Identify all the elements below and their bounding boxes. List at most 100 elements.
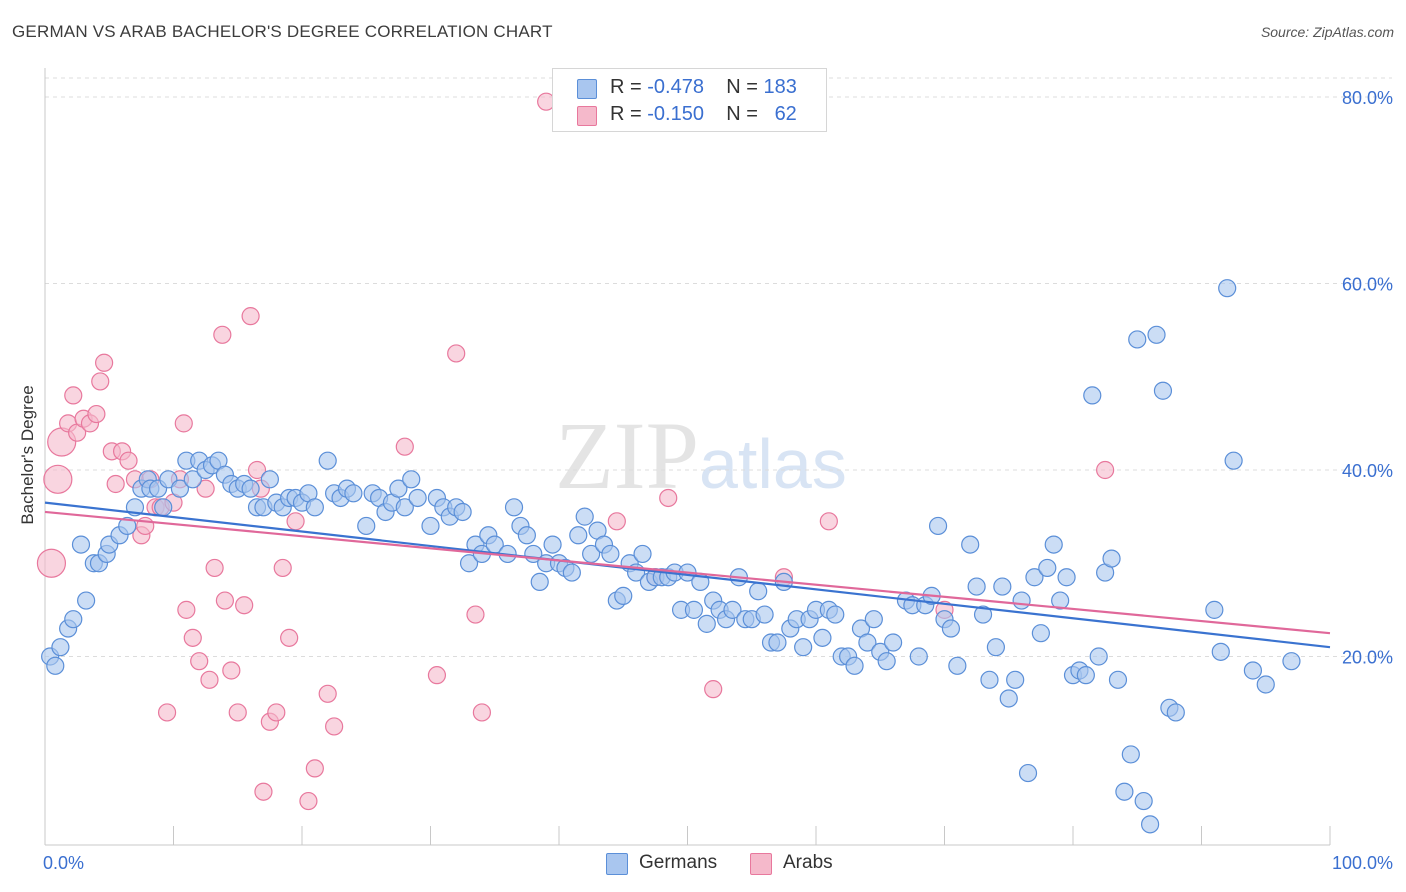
german-point: [1121, 745, 1140, 764]
german-point: [1153, 381, 1173, 400]
arab-point: [1096, 460, 1115, 480]
german-point: [395, 498, 414, 517]
legend: R = -0.478 N = 183 R = -0.150 N = 62: [552, 68, 827, 132]
german-point: [1282, 652, 1301, 671]
german-point: [1044, 535, 1063, 554]
arab-point: [659, 488, 678, 508]
y-tick-label: 40.0%: [1342, 461, 1393, 481]
watermark-atlas: atlas: [699, 425, 847, 503]
german-point: [459, 554, 479, 573]
arab-point: [447, 344, 466, 363]
german-point: [46, 656, 65, 675]
arab-point: [280, 628, 299, 647]
legend-swatch-germans: [577, 79, 597, 99]
german-point: [575, 507, 594, 526]
watermark: ZIPatlas: [555, 400, 847, 511]
german-point: [1140, 815, 1160, 834]
german-point: [1051, 591, 1070, 610]
german-point: [170, 479, 190, 498]
grid-lines: [45, 77, 1392, 657]
german-point: [1102, 549, 1121, 568]
arab-point: [395, 437, 414, 456]
german-point: [877, 652, 896, 671]
arab-point: [196, 479, 215, 498]
arab-point: [183, 628, 202, 647]
german-point: [1166, 703, 1185, 722]
trend-lines: [44, 501, 1331, 649]
bottom-legend-swatch-arabs: [750, 853, 772, 875]
german-point: [601, 544, 620, 564]
arab-point: [318, 684, 337, 703]
german-point: [755, 605, 774, 624]
arab-point: [177, 600, 196, 619]
german-point: [1038, 558, 1057, 578]
german-point: [1134, 791, 1153, 811]
german-point: [421, 516, 440, 536]
arab-point: [95, 353, 114, 372]
arab-point: [190, 652, 209, 671]
german-point: [305, 498, 324, 517]
german-point: [1147, 325, 1166, 344]
arab-point: [472, 703, 491, 722]
legend-r-arabs: -0.150: [647, 103, 704, 125]
german-point: [154, 498, 173, 517]
bottom-legend-label-arabs: Arabs: [783, 852, 833, 873]
german-point: [845, 656, 864, 675]
legend-r-label: R =: [610, 76, 642, 98]
germans-trend-line: [44, 501, 1331, 649]
arab-point: [241, 307, 260, 326]
german-point: [858, 633, 877, 652]
legend-n-germans: 183: [763, 76, 797, 98]
y-tick-label: 20.0%: [1342, 648, 1393, 668]
german-point: [993, 577, 1012, 596]
german-point: [1218, 279, 1237, 298]
german-point: [1083, 386, 1102, 405]
arab-point: [819, 512, 838, 531]
german-point: [1256, 675, 1275, 694]
arab-point: [247, 460, 267, 480]
german-point: [389, 479, 408, 498]
german-point: [961, 535, 980, 554]
german-point: [948, 656, 967, 675]
german-point: [864, 610, 883, 629]
arab-point: [91, 372, 110, 391]
german-point: [768, 633, 787, 652]
german-point: [980, 670, 999, 689]
german-point: [1031, 624, 1050, 643]
german-point: [794, 638, 813, 657]
arab-point: [427, 666, 447, 685]
german-point: [344, 484, 363, 503]
german-point: [183, 470, 202, 489]
legend-swatch-arabs: [577, 106, 597, 126]
german-point: [517, 526, 536, 545]
german-point: [813, 628, 832, 647]
arab-point: [325, 717, 344, 736]
german-point: [77, 591, 96, 610]
german-point: [941, 619, 961, 638]
legend-n-arabs: 62: [774, 103, 797, 125]
german-point: [1057, 568, 1076, 587]
german-point: [51, 638, 70, 657]
german-point: [909, 647, 928, 666]
arab-point: [235, 596, 254, 615]
german-point: [71, 535, 91, 554]
chart-title: GERMAN VS ARAB BACHELOR'S DEGREE CORRELA…: [12, 22, 553, 41]
german-point: [883, 633, 903, 652]
arab-point: [119, 451, 138, 470]
arab-point: [87, 404, 106, 424]
tick-labels: 20.0% 40.0% 60.0% 80.0% 0.0% 100.0%: [43, 88, 1393, 873]
german-point: [543, 535, 562, 554]
german-point: [999, 689, 1018, 708]
arabs-points: [36, 92, 1115, 811]
german-point: [118, 516, 137, 536]
germans-points: [41, 279, 1301, 834]
arab-point: [228, 703, 247, 722]
german-point: [402, 470, 421, 489]
arab-point: [215, 591, 234, 610]
arab-point: [299, 791, 318, 811]
german-point: [614, 586, 633, 605]
german-point: [562, 563, 581, 582]
arab-point: [704, 680, 723, 699]
y-axis-label: Bachelor's Degree: [18, 385, 37, 525]
arab-point: [64, 386, 83, 405]
